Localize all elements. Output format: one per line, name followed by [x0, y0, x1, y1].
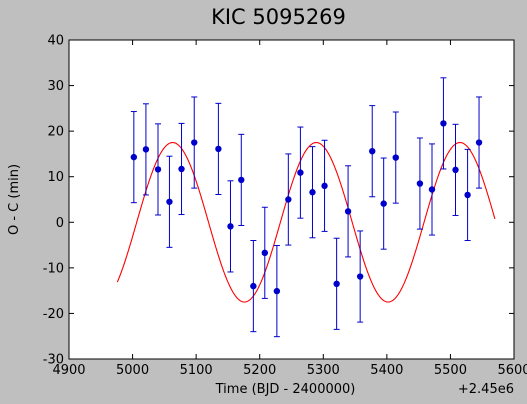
- data-point: [178, 122, 185, 216]
- y-tick-label: -30: [43, 353, 64, 368]
- data-marker: [285, 196, 292, 203]
- data-point: [356, 230, 364, 323]
- data-marker: [130, 153, 138, 161]
- data-point: [428, 143, 436, 236]
- data-points-layer: [130, 77, 483, 338]
- data-marker: [178, 165, 185, 173]
- data-point: [475, 96, 483, 189]
- data-point: [440, 77, 447, 170]
- data-point: [227, 180, 234, 273]
- data-point: [142, 103, 150, 196]
- data-point: [154, 123, 162, 216]
- data-marker: [273, 287, 281, 295]
- x-tick-label: 5200: [243, 363, 276, 378]
- data-point: [297, 126, 304, 219]
- data-marker: [215, 145, 222, 153]
- data-marker: [428, 186, 436, 193]
- data-marker: [227, 223, 234, 230]
- data-point: [215, 102, 222, 195]
- data-marker: [191, 139, 198, 146]
- data-marker: [321, 182, 328, 190]
- data-marker: [142, 146, 150, 153]
- data-point: [166, 155, 173, 248]
- data-point: [309, 146, 316, 239]
- x-tick-label: 5400: [370, 363, 403, 378]
- data-marker: [369, 147, 376, 155]
- x-tick-label: 5500: [434, 363, 467, 378]
- data-point: [369, 105, 376, 198]
- data-point: [285, 153, 292, 246]
- data-marker: [154, 166, 162, 173]
- data-point: [321, 139, 328, 232]
- x-axis-label: Time (BJD - 2400000): [215, 382, 356, 397]
- data-point: [273, 245, 281, 338]
- data-point: [191, 96, 198, 189]
- data-marker: [452, 166, 459, 174]
- x-tick-label: 4900: [52, 363, 85, 378]
- y-tick-label: -20: [43, 307, 64, 322]
- data-point: [452, 123, 459, 216]
- y-tick-label: 30: [47, 79, 64, 94]
- x-tick-label: 5100: [180, 363, 213, 378]
- y-tick-label: 20: [47, 125, 64, 140]
- y-tick-label: -10: [43, 261, 64, 276]
- data-marker: [392, 154, 399, 161]
- data-point: [261, 206, 268, 299]
- data-point: [333, 237, 340, 330]
- data-marker: [464, 191, 471, 199]
- y-tick-label: 40: [47, 34, 64, 49]
- data-marker: [309, 189, 316, 196]
- data-marker: [344, 208, 352, 215]
- chart-title: KIC 5095269: [211, 5, 346, 29]
- data-point: [130, 111, 138, 204]
- data-marker: [416, 180, 424, 187]
- x-tick-label: 5000: [116, 363, 149, 378]
- data-marker: [356, 273, 364, 280]
- data-marker: [250, 282, 257, 290]
- data-point: [392, 111, 399, 204]
- data-point: [380, 157, 387, 250]
- data-marker: [297, 169, 304, 176]
- data-point: [416, 137, 424, 230]
- x-tick-label: 5300: [307, 363, 340, 378]
- data-point: [238, 133, 245, 226]
- x-axis-offset-label: +2.45e6: [458, 382, 514, 397]
- plot-frame: [68, 39, 515, 360]
- y-tick-label: 0: [56, 216, 64, 231]
- data-point: [464, 148, 471, 242]
- data-marker: [166, 198, 173, 205]
- data-marker: [475, 139, 483, 146]
- x-tick-label: 5600: [497, 363, 527, 378]
- y-axis-label: O - C (min): [7, 164, 22, 235]
- data-marker: [238, 176, 245, 184]
- data-point: [250, 240, 257, 333]
- axis-ticks: 4900 5000 5100 5200 5300 5400 5500 5600 -30 -20 -1…: [43, 34, 527, 379]
- data-point: [344, 165, 352, 258]
- data-marker: [333, 280, 340, 288]
- data-marker: [261, 249, 268, 257]
- data-marker: [440, 120, 447, 127]
- data-marker: [380, 200, 387, 207]
- y-tick-label: 10: [47, 170, 64, 185]
